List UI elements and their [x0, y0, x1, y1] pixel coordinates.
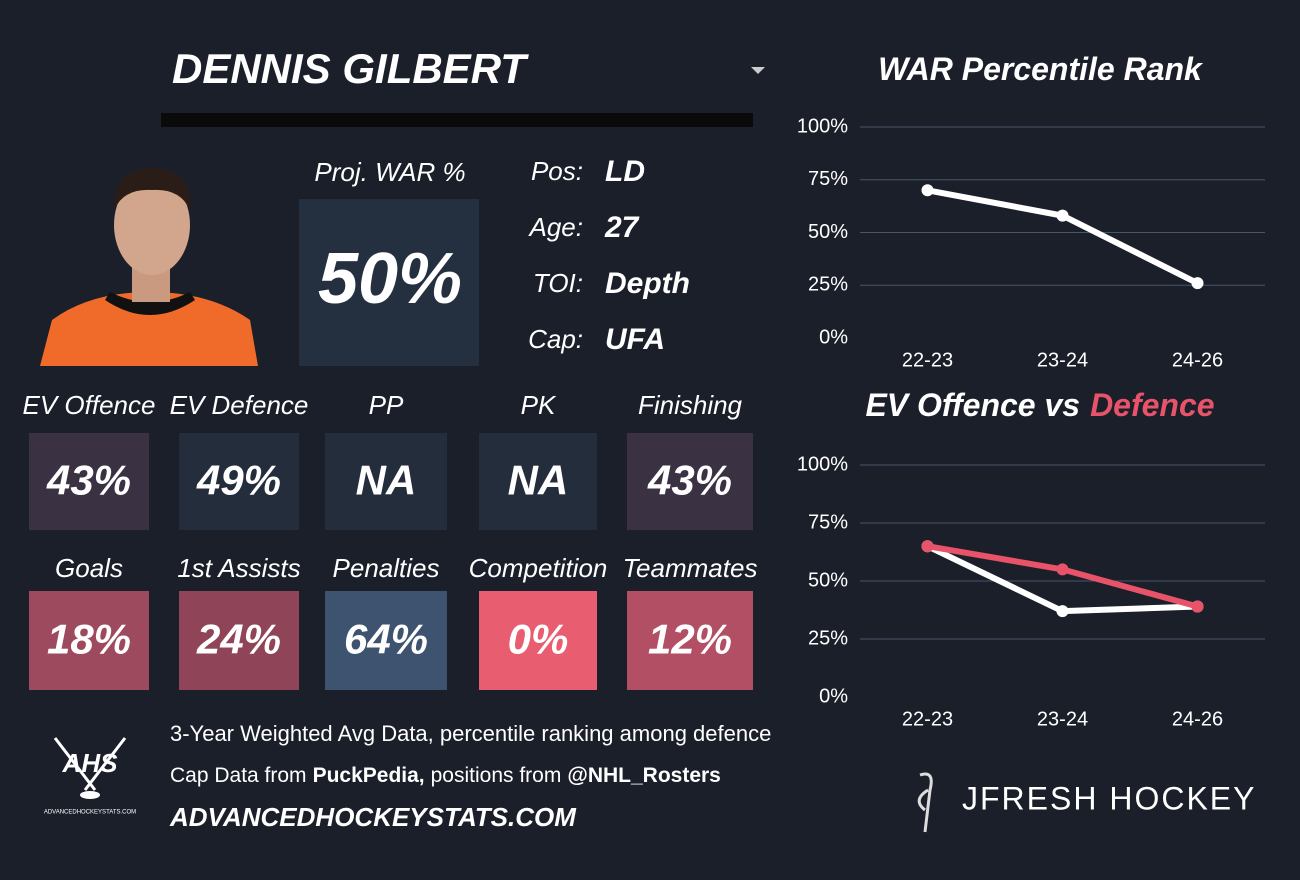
y-tick-label: 0% [819, 326, 848, 348]
tile-value: 18% [47, 616, 131, 663]
y-tick-label: 0% [819, 685, 848, 707]
info-label: Pos: [531, 156, 583, 186]
y-tick-label: 75% [808, 168, 848, 190]
player-name: DENNIS GILBERT [172, 45, 529, 92]
website: ADVANCEDHOCKEYSTATS.COM [169, 802, 577, 832]
tile-label: Competition [469, 553, 608, 583]
tile-label: PK [521, 390, 557, 420]
tile-label: Teammates [623, 553, 758, 583]
x-tick-label: 22-23 [902, 349, 953, 371]
chart-title-text: EV Offence vs [865, 387, 1080, 423]
info-label: Cap: [528, 324, 583, 354]
tile-value: 43% [647, 457, 732, 504]
y-tick-label: 50% [808, 569, 848, 591]
chart-title: WAR Percentile Rank [878, 51, 1204, 87]
footer-note: 3-Year Weighted Avg Data, percentile ran… [170, 721, 771, 746]
tile [479, 433, 597, 530]
tile-value: 0% [508, 616, 569, 663]
series-point [921, 540, 934, 553]
info-value: 27 [604, 211, 640, 244]
tile-label: PP [369, 390, 404, 420]
x-tick-label: 22-23 [902, 708, 953, 730]
logo-sub: ADVANCEDHOCKEYSTATS.COM [44, 810, 136, 816]
tile [29, 591, 149, 690]
series-point [1191, 600, 1204, 613]
logo: AHS ADVANCEDHOCKEYSTATS.COM [44, 737, 136, 816]
tile [627, 433, 753, 530]
y-tick-label: 100% [797, 115, 848, 137]
y-tick-label: 100% [797, 453, 848, 475]
tile [325, 591, 447, 690]
tile-label: Penalties [333, 553, 440, 583]
x-tick-label: 23-24 [1037, 349, 1088, 371]
chart-title: EV Offence vs Defence [865, 387, 1214, 423]
y-tick-label: 75% [808, 511, 848, 533]
player-photo [40, 168, 258, 366]
tile [29, 433, 149, 530]
y-tick-label: 50% [808, 221, 848, 243]
series-point [921, 184, 934, 197]
war-label: Proj. WAR % [314, 157, 465, 187]
tile [179, 433, 299, 530]
tile-value: 49% [196, 457, 281, 504]
tile-label: EV Offence [23, 390, 156, 420]
x-tick-label: 24-26 [1172, 349, 1223, 371]
tile-label: EV Defence [170, 390, 309, 420]
info-value: UFA [605, 323, 665, 356]
x-tick-label: 24-26 [1172, 708, 1223, 730]
tile-value: 12% [648, 616, 732, 663]
info-label: Age: [528, 212, 584, 242]
tile-label: 1st Assists [177, 553, 300, 583]
logo-text: AHS [62, 748, 119, 778]
dropdown-arrow[interactable] [751, 67, 765, 74]
name-underline [161, 113, 753, 127]
tile [627, 591, 753, 690]
pos-source: @NHL_Rosters [567, 764, 721, 787]
tile-label: Finishing [638, 390, 743, 420]
tile-label: Goals [55, 553, 123, 583]
series-point [1056, 209, 1069, 222]
tile [325, 433, 447, 530]
tile-value: 43% [46, 457, 131, 504]
chart-title-highlight: Defence [1090, 387, 1215, 423]
war-box [299, 199, 479, 366]
series-point [1056, 563, 1069, 576]
chart-title-text: WAR Percentile Rank [878, 51, 1204, 87]
y-tick-label: 25% [808, 274, 848, 296]
series-point [1056, 605, 1069, 618]
brand: JFRESH HOCKEY [962, 780, 1256, 816]
war-value: 50% [318, 239, 462, 319]
info-value: LD [605, 155, 645, 188]
brand-icon [917, 772, 933, 833]
info-value: Depth [605, 267, 690, 300]
tile-value: NA [356, 457, 417, 504]
tile [179, 591, 299, 690]
x-tick-label: 23-24 [1037, 708, 1088, 730]
series-point [1191, 277, 1204, 290]
y-tick-label: 25% [808, 627, 848, 649]
pos-prefix: positions from [431, 764, 562, 787]
tile-value: NA [508, 457, 569, 504]
cap-source: PuckPedia, [313, 764, 425, 787]
footer-sources: Cap Data from PuckPedia, positions from @NH… [170, 764, 721, 787]
tile-value: 24% [196, 616, 281, 663]
tile [479, 591, 597, 690]
tile-value: 64% [344, 616, 428, 663]
info-label: TOI: [533, 268, 583, 298]
cap-prefix: Cap Data from [170, 764, 307, 787]
